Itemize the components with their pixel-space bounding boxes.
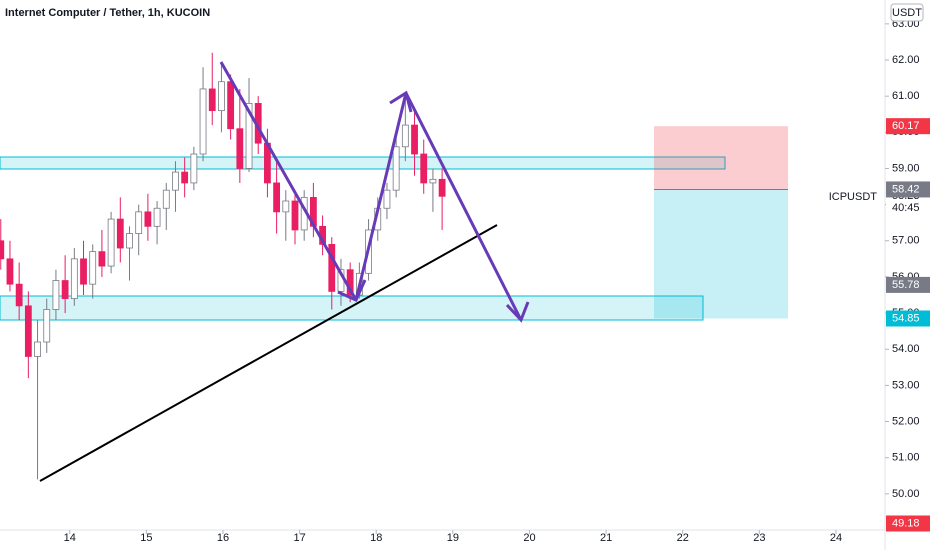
y-tick-label: 62.00 <box>892 54 920 66</box>
candle-body <box>70 258 78 300</box>
candle-body <box>6 258 14 285</box>
support-zone <box>0 295 704 321</box>
candle-body <box>420 153 428 184</box>
price-label-box <box>886 310 930 327</box>
candle-body <box>199 88 207 155</box>
target-zone <box>654 189 788 319</box>
candle-body <box>245 102 253 169</box>
candle-body <box>190 153 198 184</box>
candle-body <box>144 211 152 227</box>
y-tick-label: 59.00 <box>892 162 920 174</box>
x-tick-label: 18 <box>370 532 382 544</box>
background-layer <box>0 126 788 321</box>
stop-zone <box>654 126 788 190</box>
x-tick-label: 19 <box>447 532 459 544</box>
x-tick-label: 17 <box>293 532 305 544</box>
candle-body <box>126 233 133 249</box>
candle-body <box>172 171 179 191</box>
candle-body <box>429 178 437 184</box>
candle-body <box>392 146 400 191</box>
y-tick-label: 50.00 <box>892 488 920 500</box>
y-tick-label: 52.00 <box>892 415 920 427</box>
candle-body <box>227 81 235 130</box>
price-label-box <box>886 515 930 532</box>
candle-body <box>61 280 69 300</box>
x-tick-label: 20 <box>523 532 535 544</box>
y-tick-label: 57.00 <box>892 235 920 247</box>
resistance-zone <box>0 156 726 170</box>
candle-body <box>34 341 41 357</box>
trend-line <box>39 224 498 482</box>
candle-body <box>116 218 124 249</box>
candle-body <box>438 178 446 197</box>
candle-body <box>135 211 143 234</box>
candle-body <box>107 218 115 267</box>
price-label: 49.18 <box>892 517 920 529</box>
candle-body <box>401 124 409 148</box>
currency[interactable]: USDT <box>892 7 922 19</box>
price-label: 58.42 <box>892 183 920 195</box>
x-tick-label: 23 <box>753 532 765 544</box>
candle-body <box>43 309 51 343</box>
candle-body <box>80 258 87 285</box>
candle-body <box>15 283 23 307</box>
chart-title: Internet Computer / Tether, 1h, KUCOIN <box>5 7 210 19</box>
candle-body <box>24 305 32 357</box>
candle-body <box>291 200 299 231</box>
price-label-box <box>886 276 930 293</box>
axes: 50.0051.0052.0053.0054.0055.0056.0057.00… <box>64 18 930 544</box>
candle-body <box>98 251 106 267</box>
x-tick-label: 14 <box>64 532 76 544</box>
price-label: 60.17 <box>892 120 920 132</box>
candles <box>0 52 446 480</box>
x-tick-label: 15 <box>140 532 152 544</box>
price-axis <box>885 0 932 550</box>
countdown: 40:45 <box>892 202 920 214</box>
arrow-head <box>337 279 367 302</box>
candle-body <box>0 240 5 260</box>
candle-body <box>411 124 418 155</box>
candle-body <box>52 280 60 310</box>
candle-body <box>89 251 97 285</box>
price-label: 54.85 <box>892 312 920 324</box>
candle-body <box>273 182 281 213</box>
time-axis <box>0 530 932 550</box>
drawings <box>39 61 530 482</box>
price-label: 55.78 <box>892 279 920 291</box>
symbol-label: ICPUSDT <box>829 191 878 203</box>
candle-body <box>208 88 216 112</box>
price-label-box <box>886 181 930 198</box>
y-tick-label: 51.00 <box>892 452 920 464</box>
candle-body <box>153 207 161 227</box>
x-tick-label: 21 <box>600 532 612 544</box>
candle-body <box>181 171 189 184</box>
currency-box[interactable] <box>890 3 924 22</box>
y-tick-label: 54.00 <box>892 343 920 355</box>
candle-body <box>162 189 170 209</box>
candle-body <box>282 200 290 213</box>
x-tick-label: 24 <box>830 532 842 544</box>
y-tick-label: 53.00 <box>892 379 920 391</box>
x-tick-label: 16 <box>217 532 229 544</box>
x-tick-label: 22 <box>677 532 689 544</box>
price-label-box <box>886 118 930 135</box>
candle-body <box>218 81 225 112</box>
candle-body <box>383 189 391 209</box>
candle-body <box>236 128 244 169</box>
y-tick-label: 61.00 <box>892 90 920 102</box>
candle-body <box>328 243 336 292</box>
arrow-head <box>505 301 530 323</box>
pattern-arrow <box>219 61 523 321</box>
arrow-head <box>389 90 413 113</box>
